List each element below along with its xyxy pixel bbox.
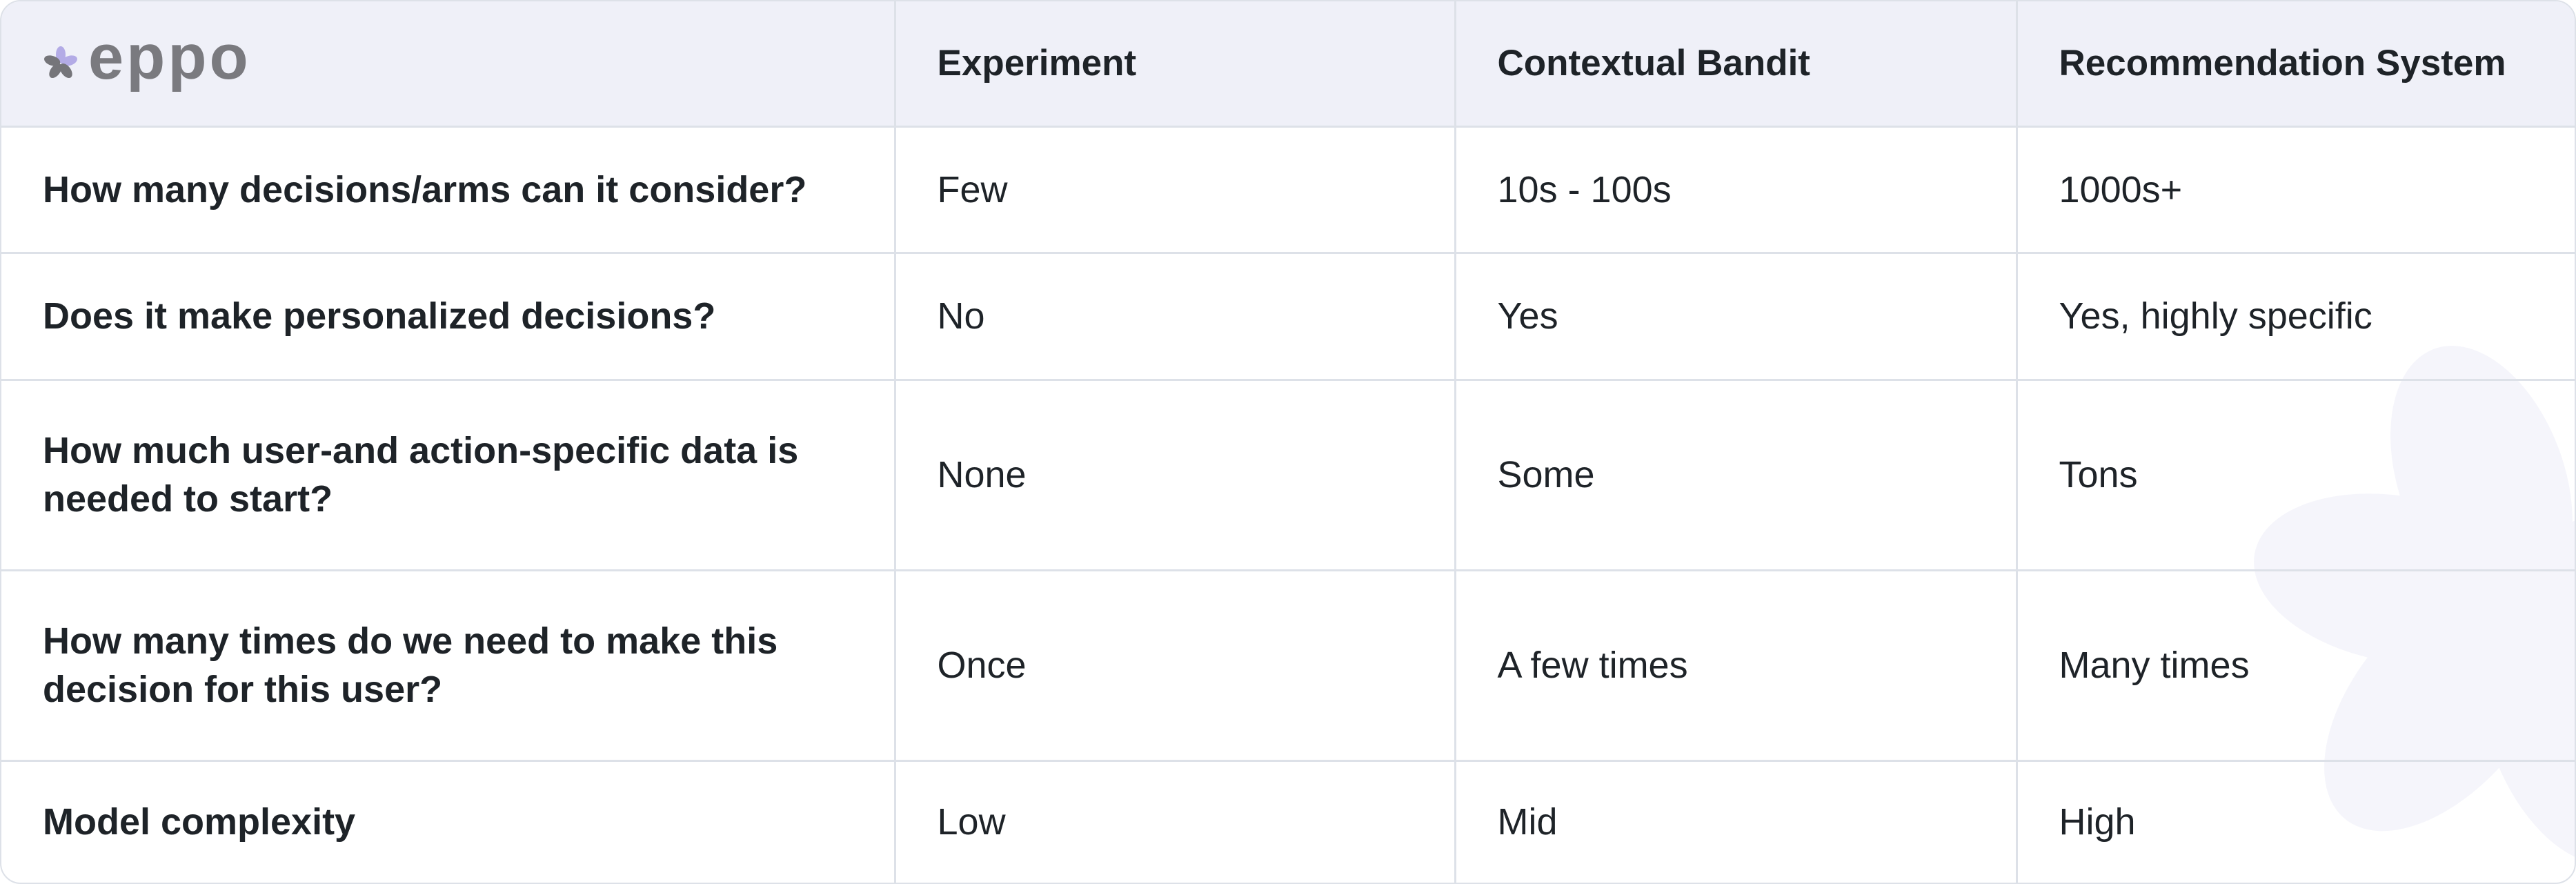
cherry-blossom-icon <box>44 46 77 78</box>
cell-recommendation-system: Tons <box>2017 380 2575 571</box>
cell-recommendation-system: High <box>2059 801 2136 843</box>
column-header-contextual-bandit: Contextual Bandit <box>1455 1 2018 128</box>
table-row: Does it make personalized decisions? No … <box>1 253 2575 381</box>
cell-experiment: No <box>895 253 1456 381</box>
cell-experiment: Once <box>895 570 1456 762</box>
eppo-logo: eppo <box>43 26 894 89</box>
cell-contextual-bandit: A few times <box>1455 570 2018 762</box>
column-header-experiment: Experiment <box>895 1 1456 128</box>
header-row: eppo Experiment Contextual Bandit Recomm… <box>1 1 2575 128</box>
cell-contextual-bandit: 10s - 100s <box>1455 126 2018 254</box>
row-question: How much user-and action-specific data i… <box>1 380 896 571</box>
row-question: Does it make personalized decisions? <box>1 253 896 381</box>
cell-experiment: Low <box>895 760 1456 883</box>
table-row: How much user-and action-specific data i… <box>1 380 2575 571</box>
cell-recommendation-system: 1000s+ <box>2017 126 2575 254</box>
row-question: Model complexity <box>1 760 896 883</box>
table-row: How many decisions/arms can it consider?… <box>1 126 2575 254</box>
table-row: How many times do we need to make this d… <box>1 570 2575 762</box>
logo-text: eppo <box>88 21 251 92</box>
column-header-recommendation-system: Recommendation System <box>2017 1 2575 128</box>
cell-contextual-bandit: Yes <box>1455 253 2018 381</box>
cell-recommendation-system: Many times <box>2017 570 2575 762</box>
row-question: How many decisions/arms can it consider? <box>1 126 896 254</box>
table-row: Model complexity Low Mid High <box>1 760 2575 883</box>
logo-cell: eppo <box>1 1 896 128</box>
cell-experiment: Few <box>895 126 1456 254</box>
row-question: How many times do we need to make this d… <box>1 570 896 762</box>
cell-contextual-bandit: Mid <box>1455 760 2018 883</box>
cell-contextual-bandit: Some <box>1455 380 2018 571</box>
cell-recommendation-system: Yes, highly specific <box>2017 253 2575 381</box>
cell-experiment: None <box>895 380 1456 571</box>
